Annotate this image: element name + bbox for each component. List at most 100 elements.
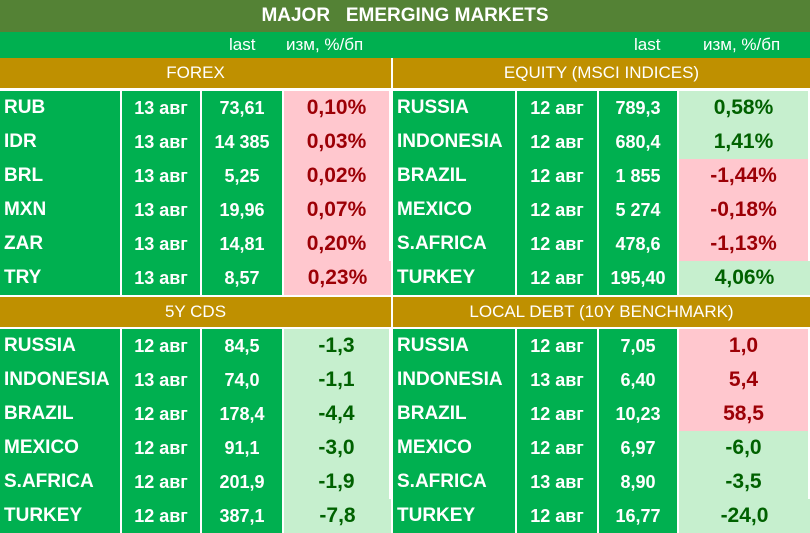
row-change-value: -1,13% [679,227,810,261]
row-name: INDONESIA [393,125,517,159]
row-date: 12 авг [517,193,599,227]
row-change-value: -6,0 [679,431,810,465]
row-date: 12 авг [122,431,202,465]
row-change-value: 0,02% [284,159,391,193]
row-name: S.AFRICA [393,465,517,499]
row-last-value: 789,3 [599,91,679,125]
row-date: 12 авг [122,499,202,533]
row-change-value: 58,5 [679,397,810,431]
row-change-value: -3,0 [284,431,391,465]
row-last-value: 73,61 [202,91,284,125]
row-date: 12 авг [517,397,599,431]
row-date: 12 авг [517,431,599,465]
row-change-value: 0,58% [679,91,810,125]
row-change-value: 0,03% [284,125,391,159]
row-last-value: 387,1 [202,499,284,533]
row-last-value: 5 274 [599,193,679,227]
row-last-value: 5,25 [202,159,284,193]
column-divider [391,58,393,532]
row-date: 13 авг [122,91,202,125]
row-change-value: -4,4 [284,397,391,431]
row-last-value: 680,4 [599,125,679,159]
row-name: RUSSIA [393,91,517,125]
row-name: INDONESIA [393,363,517,397]
row-last-value: 195,40 [599,261,679,295]
row-date: 13 авг [122,193,202,227]
row-date: 12 авг [517,159,599,193]
row-date: 12 авг [122,329,202,363]
row-name: INDONESIA [0,363,122,397]
column-header-row: last изм, %/бп last изм, %/бп [0,32,810,58]
row-last-value: 19,96 [202,193,284,227]
row-change-value: -1,44% [679,159,810,193]
forex-last-header: last [229,35,256,54]
row-change-value: 1,41% [679,125,810,159]
row-date: 13 авг [122,125,202,159]
row-last-value: 6,97 [599,431,679,465]
row-name: MXN [0,193,122,227]
row-last-value: 178,4 [202,397,284,431]
row-change-value: -1,1 [284,363,391,397]
row-name: S.AFRICA [0,465,122,499]
row-name: MEXICO [0,431,122,465]
row-date: 12 авг [517,227,599,261]
row-name: TURKEY [0,499,122,533]
row-name: MEXICO [393,431,517,465]
row-last-value: 14 385 [202,125,284,159]
row-name: RUSSIA [393,329,517,363]
row-last-value: 10,23 [599,397,679,431]
row-change-value: -3,5 [679,465,810,499]
row-date: 12 авг [122,397,202,431]
row-name: RUSSIA [0,329,122,363]
row-name: RUB [0,91,122,125]
equity-last-header: last [634,35,661,54]
board-title: MAJOR EMERGING MARKETS [0,0,810,32]
row-change-value: 0,10% [284,91,391,125]
row-change-value: -24,0 [679,499,810,533]
row-last-value: 14,81 [202,227,284,261]
row-date: 12 авг [517,91,599,125]
cds-section-title: 5Y CDS [0,297,391,327]
row-change-value: 0,23% [284,261,391,295]
row-last-value: 7,05 [599,329,679,363]
row-date: 13 авг [517,465,599,499]
row-name: S.AFRICA [393,227,517,261]
local-debt-section-title: LOCAL DEBT (10Y BENCHMARK) [393,297,810,327]
row-name: BRAZIL [393,159,517,193]
cds-table: RUSSIA 12 авг 84,5 -1,3 INDONESIA 13 авг 74,0-… [0,329,391,533]
row-name: TURKEY [393,261,517,295]
row-date: 12 авг [517,329,599,363]
row-change-value: 1,0 [679,329,810,363]
forex-table: RUB 13 авг 73,61 0,10% IDR 13 авг 14 385 0,03% B… [0,91,391,295]
row-date: 12 авг [517,261,599,295]
row-last-value: 6,40 [599,363,679,397]
row-date: 13 авг [122,159,202,193]
equity-change-header: изм, %/бп [703,35,781,54]
row-change-value: 4,06% [679,261,810,295]
row-last-value: 201,9 [202,465,284,499]
row-last-value: 16,77 [599,499,679,533]
row-change-value: 0,07% [284,193,391,227]
row-name: TURKEY [393,499,517,533]
row-last-value: 74,0 [202,363,284,397]
row-last-value: 84,5 [202,329,284,363]
row-date: 13 авг [122,261,202,295]
row-change-value: -1,3 [284,329,391,363]
row-change-value: 5,4 [679,363,810,397]
forex-change-header: изм, %/бп [286,35,364,54]
row-date: 12 авг [517,125,599,159]
row-change-value: -0,18% [679,193,810,227]
row-date: 12 авг [122,465,202,499]
equity-section-title: EQUITY (MSCI INDICES) [393,58,810,88]
row-name: MEXICO [393,193,517,227]
row-date: 12 авг [517,499,599,533]
row-date: 13 авг [517,363,599,397]
row-change-value: -1,9 [284,465,391,499]
row-last-value: 91,1 [202,431,284,465]
row-name: BRAZIL [0,397,122,431]
row-name: BRL [0,159,122,193]
row-name: ZAR [0,227,122,261]
equity-table: RUSSIA 12 авг 789,3 0,58% INDONESIA 12 авг 680… [393,91,810,295]
row-name: TRY [0,261,122,295]
